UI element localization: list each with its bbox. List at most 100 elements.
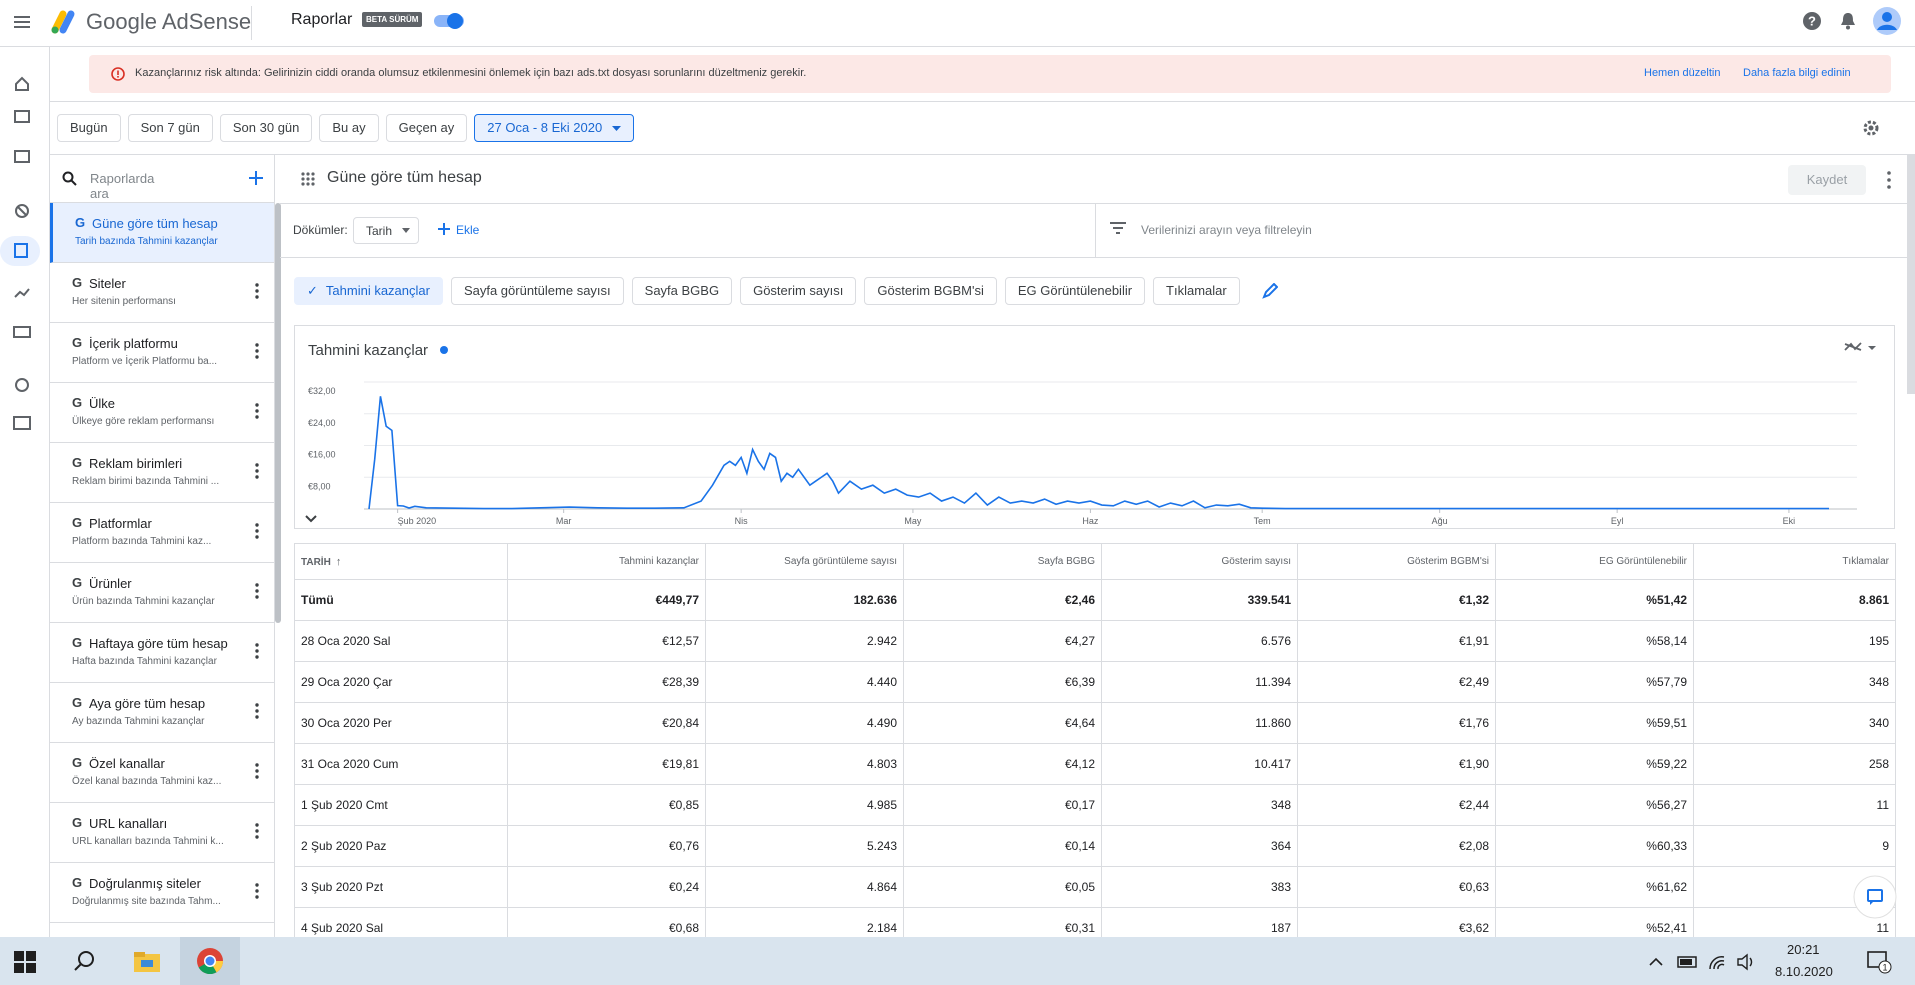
edit-metrics[interactable] [1248,283,1278,299]
cell: €28,39 [507,661,706,703]
cell: €2,44 [1297,784,1496,826]
notification-center[interactable]: 1 [1866,949,1892,975]
metric-chip[interactable]: Tıklamalar [1153,277,1240,305]
column-header[interactable]: Gösterim BGBM'si [1297,543,1496,580]
beta-toggle[interactable] [432,10,468,32]
add-breakdown[interactable]: Ekle [456,223,480,237]
fix-link[interactable]: Hemen düzeltin [1644,67,1721,79]
chart-type-icon[interactable] [1844,342,1862,351]
x-tick-label: Haz [1082,516,1099,526]
breakdown-select[interactable]: Tarih [353,217,419,244]
metric-chip[interactable]: Gösterim BGBM'si [864,277,997,305]
dot [255,715,259,719]
chrome-icon[interactable] [196,947,224,975]
clock-time[interactable]: 20:21 [1787,942,1820,957]
dot [255,595,259,599]
report-item[interactable]: G Aya göre tüm hesap Ay bazında Tahmini ka… [50,683,274,743]
report-item[interactable]: G Platformlar Platform bazında Tahmini kaz… [50,503,274,563]
column-header[interactable]: EG Görüntülenebilir [1495,543,1694,580]
item-menu[interactable] [254,883,260,899]
metric-chip[interactable]: EG Görüntülenebilir [1004,277,1146,305]
report-item[interactable]: G URL kanalları URL kanalları bazında Tahm… [50,803,274,863]
date-chip[interactable]: Son 30 gün [219,114,313,142]
legend-marker [440,346,448,354]
settings-icon[interactable] [1861,118,1881,138]
header-text: Tıklamalar [1842,556,1889,567]
search-placeholder[interactable]: Raporlarda ara [90,171,155,201]
metric-chip[interactable]: Sayfa BGBG [631,277,733,305]
report-item[interactable]: G İçerik platformu Platform ve İçerik Plat… [50,323,274,383]
metric-chip[interactable]: Gösterim sayısı [740,277,857,305]
help-icon[interactable]: ? [1802,11,1822,31]
report-item[interactable]: G Siteler Her sitenin performansı [50,263,274,323]
feedback-button[interactable] [1851,873,1899,921]
item-menu[interactable] [254,763,260,779]
item-menu[interactable] [254,643,260,659]
report-item[interactable]: G Güne göre tüm hesap Tarih bazında Tahmin… [50,203,274,263]
report-item[interactable]: G Doğrulanmış siteler Doğrulanmış site baz… [50,863,274,923]
chart-type-arrow[interactable] [1868,346,1876,350]
date-chip[interactable]: Bugün [57,114,121,142]
column-header[interactable]: Sayfa görüntüleme sayısı [705,543,904,580]
item-menu[interactable] [254,583,260,599]
cell: €12,57 [507,620,706,662]
column-header[interactable]: Tahmini kazançlar [507,543,706,580]
nav-rail [0,47,50,937]
nav-icons[interactable] [0,47,49,447]
alert-banner: Kazançlarınız risk altında: Gelirinizin … [89,55,1891,93]
clock-date[interactable]: 8.10.2020 [1775,964,1833,979]
account-avatar[interactable] [1872,6,1902,36]
column-header[interactable]: Sayfa BGBG [903,543,1102,580]
date-range-picker[interactable]: 27 Oca - 8 Eki 2020 [474,114,635,142]
report-title: Özel kanallar [89,756,165,771]
cell: 6.576 [1101,620,1298,662]
notifications-icon[interactable] [1838,11,1858,31]
report-item[interactable]: G Özel kanallar Özel kanal bazında Tahmini… [50,743,274,803]
cell: €6,39 [903,661,1102,703]
divider [50,154,1915,155]
adsense-logo [51,10,75,34]
start-button[interactable] [14,951,36,973]
cell: %60,33 [1495,825,1694,867]
column-header[interactable]: Gösterim sayısı [1101,543,1298,580]
item-menu[interactable] [254,343,260,359]
report-item[interactable]: G Haftaya göre tüm hesap Hafta bazında Tah… [50,623,274,683]
report-item[interactable]: G Reklam birimleri Reklam birimi bazında T… [50,443,274,503]
add-report-icon[interactable] [248,170,264,186]
system-tray[interactable] [1648,951,1768,973]
menu-icon[interactable] [14,13,32,31]
item-menu[interactable] [254,703,260,719]
learn-more-link[interactable]: Daha fazla bilgi edinin [1743,67,1851,79]
metric-chip[interactable]: Sayfa görüntüleme sayısı [450,277,624,305]
date-chip[interactable]: Geçen ay [385,114,468,142]
report-item[interactable]: G Ürünler Ürün bazında Tahmini kazançlar [50,563,274,623]
search-button[interactable] [74,950,96,972]
file-explorer[interactable] [133,950,161,974]
y-tick-label: €8,00 [308,481,331,491]
cell: 11.394 [1101,661,1298,703]
report-item[interactable]: G Ülke Ülkeye göre reklam performansı [50,383,274,443]
save-button[interactable]: Kaydet [1788,165,1866,195]
collapse-icon[interactable] [305,515,317,523]
more-icon[interactable] [1882,170,1896,190]
report-title: İçerik platformu [89,336,178,351]
google-icon: G [72,455,83,470]
search-icon [62,171,77,186]
metric-chip[interactable]: ✓ Tahmini kazançlar [294,277,443,305]
filter-placeholder[interactable]: Verilerinizi arayın veya filtreleyin [1141,223,1312,237]
column-header[interactable]: TARİH ↑ [294,543,508,580]
item-menu[interactable] [254,823,260,839]
item-menu[interactable] [254,283,260,299]
data-row: 29 Oca 2020 Çar €28,39 4.440 €6,39 11.394 €2,… [294,661,1896,703]
apps-icon[interactable] [300,171,316,187]
item-menu[interactable] [254,523,260,539]
sort-arrow: ↑ [335,555,342,568]
item-menu[interactable] [254,463,260,479]
dot [255,835,259,839]
date-chip[interactable]: Bu ay [319,114,379,142]
add-icon[interactable] [438,223,450,235]
column-header[interactable]: Tıklamalar [1693,543,1896,580]
item-menu[interactable] [254,403,260,419]
dot [255,829,259,833]
date-chip[interactable]: Son 7 gün [127,114,213,142]
